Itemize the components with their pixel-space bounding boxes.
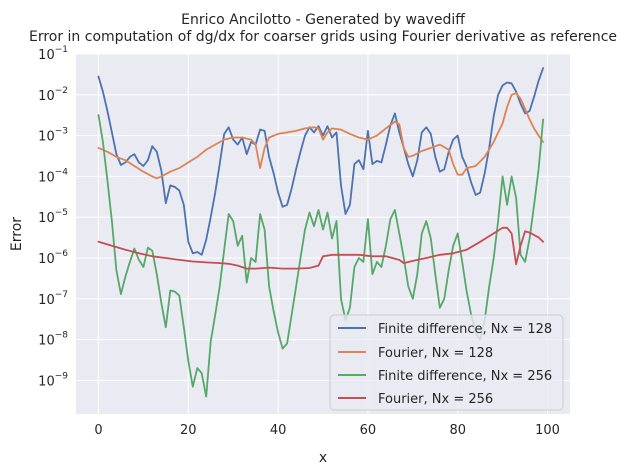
x-tick-label: 80 <box>449 423 466 438</box>
x-tick-label: 40 <box>270 423 287 438</box>
x-tick-label: 100 <box>535 423 560 438</box>
legend-label-fd-128: Finite difference, Nx = 128 <box>378 322 552 337</box>
series-line-fd-128 <box>97 67 544 256</box>
chart-title: Enrico Ancilotto - Generated by wavediff <box>181 12 465 28</box>
x-tick-label: 0 <box>94 423 102 438</box>
series-line-fd-256 <box>97 114 544 398</box>
series-lines <box>97 67 544 398</box>
y-tick-label: 10−8 <box>38 331 68 349</box>
legend-label-fourier-256: Fourier, Nx = 256 <box>378 392 493 407</box>
x-tick-label: 20 <box>180 423 197 438</box>
y-tick-label: 10−7 <box>38 290 68 308</box>
legend-box <box>329 314 564 411</box>
chart-subtitle: Error in computation of dg/dx for coarse… <box>29 29 617 45</box>
x-axis-label: x <box>319 450 327 466</box>
legend: Finite difference, Nx = 128 Fourier, Nx … <box>329 314 564 411</box>
y-tick-label: 10−1 <box>38 45 68 63</box>
y-tick-label: 10−3 <box>38 127 68 145</box>
y-tick-label: 10−9 <box>38 371 68 389</box>
x-tick-label: 60 <box>360 423 377 438</box>
y-tick-label: 10−6 <box>38 249 68 267</box>
series-line-fourier-256 <box>97 226 544 270</box>
legend-label-fourier-128: Fourier, Nx = 128 <box>378 346 493 361</box>
y-tick-label: 10−5 <box>38 208 68 226</box>
legend-label-fd-256: Finite difference, Nx = 256 <box>378 369 552 384</box>
series-line-fourier-128 <box>97 92 544 180</box>
y-tick-label: 10−2 <box>38 86 68 104</box>
y-axis-label: Error <box>9 217 25 251</box>
tick-labels: 0 20 40 60 80 100 10−9 10−8 10−7 10−6 10−5 10−4 10−3… <box>38 45 560 438</box>
y-tick-label: 10−4 <box>38 167 68 185</box>
